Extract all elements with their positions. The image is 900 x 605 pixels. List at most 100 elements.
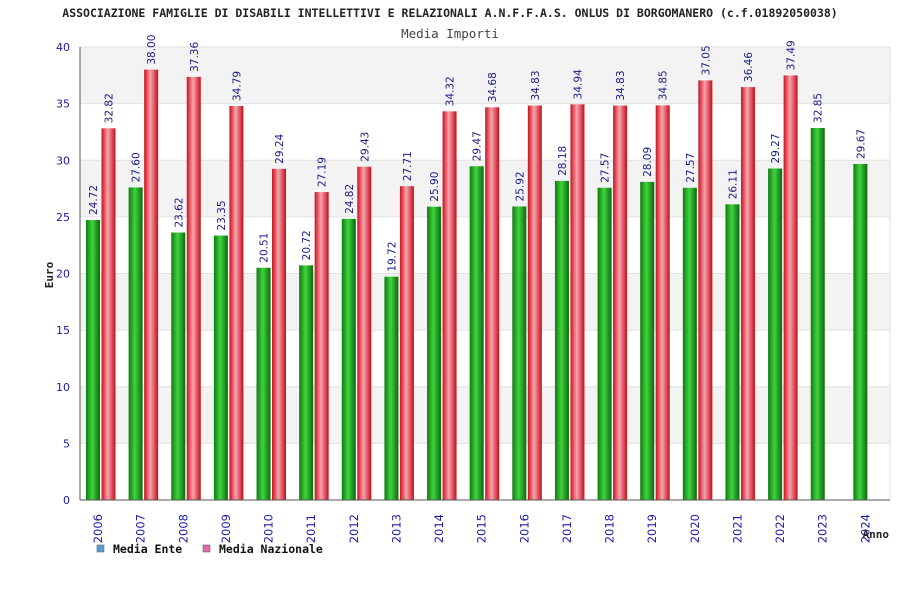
y-tick-label: 10 [56,381,70,394]
x-tick-label: 2012 [347,514,361,543]
bar-media-nazionale [101,128,116,500]
data-label: 28.18 [557,146,569,176]
data-label: 37.36 [189,42,201,72]
data-label: 34.94 [572,69,584,99]
data-label: 23.62 [173,197,185,227]
bar-media-ente [341,218,356,500]
data-label: 29.67 [855,129,867,159]
bars: 24.72 32.82 27.60 38.00 23.62 37.36 23.35 34.79… [86,35,868,501]
data-label: 20.51 [259,233,271,263]
bar-media-ente [554,180,569,500]
x-tick-label: 2011 [304,514,318,543]
bar-media-ente [213,235,228,500]
bar-media-nazionale [272,168,287,500]
legend: Media Ente Media Nazionale [96,542,323,556]
bar-media-nazionale [314,192,329,501]
data-label: 27.71 [402,151,414,181]
data-label: 32.85 [813,93,825,123]
data-label: 29.47 [472,131,484,161]
bar-media-nazionale [740,87,755,500]
legend-label: Media Nazionale [219,542,323,556]
bar-media-ente [853,163,868,500]
bar-media-nazionale [613,105,628,501]
bar-media-ente [128,187,143,500]
data-label: 34.79 [231,71,243,101]
y-tick-label: 0 [63,494,70,507]
data-label: 36.46 [743,52,755,82]
x-tick-label: 2008 [176,514,190,543]
legend-label: Media Ente [113,542,182,556]
x-tick-label: 2018 [603,514,617,543]
bar-media-nazionale [186,76,201,500]
data-label: 34.83 [615,70,627,100]
x-tick-label: 2021 [730,514,744,543]
y-tick-label: 40 [56,41,70,54]
y-tick-label: 35 [56,98,70,111]
x-tick-label: 2014 [432,514,446,543]
bar-media-nazionale [698,80,713,500]
chart-title: ASSOCIAZIONE FAMIGLIE DI DISABILI INTELL… [62,6,837,20]
bar-media-nazionale [357,166,372,500]
legend-swatch [96,544,105,553]
data-label: 28.09 [642,147,654,177]
grid-band [80,47,890,104]
data-label: 29.43 [359,132,371,162]
bar-media-nazionale [485,107,500,501]
bar-media-ente [640,181,655,501]
data-label: 29.27 [770,133,782,163]
y-tick-label: 15 [56,324,70,337]
bar-media-nazionale [570,104,585,500]
x-tick-label: 2019 [645,514,659,543]
data-label: 34.83 [530,70,542,100]
y-axis-label: Euro [43,261,56,288]
x-tick-label: 2017 [560,514,574,543]
data-label: 24.72 [88,185,100,215]
data-label: 26.11 [727,169,739,199]
x-tick-label: 2023 [816,514,830,543]
bar-media-nazionale [783,75,798,500]
x-tick-label: 2015 [475,514,489,543]
data-label: 25.92 [514,171,526,201]
data-label: 27.19 [317,157,329,187]
bar-media-ente [427,206,442,500]
bar-media-ente [597,187,612,500]
bar-media-nazionale [229,106,244,501]
bar-media-ente [256,267,271,500]
y-tick-label: 30 [56,154,70,167]
x-tick-label: 2009 [219,514,233,543]
x-tick-label: 2016 [517,514,531,543]
chart-subtitle: Media Importi [401,26,499,41]
data-label: 37.05 [700,45,712,75]
x-tick-label: 2010 [262,514,276,543]
data-label: 20.72 [301,230,313,260]
x-tick-label: 2024 [858,514,872,543]
grid-bands [80,46,891,501]
bar-media-ente [86,220,100,500]
y-tick-label: 5 [63,437,70,450]
y-tick-label: 25 [56,211,70,224]
data-label: 24.82 [344,184,356,214]
bar-media-nazionale [527,105,542,501]
legend-swatch [202,544,211,553]
x-axis: 2006 2007 2008 2009 2010 2011 2012 2013 2014 2015… [80,499,890,543]
y-axis: 0 5 10 15 20 25 30 35 40 [56,41,81,507]
x-tick-label: 2020 [688,514,702,543]
bar-media-ente [768,168,783,500]
x-tick-label: 2022 [773,514,787,543]
bar-media-nazionale [399,186,414,500]
bar-media-ente [810,127,825,500]
bar-media-ente [299,265,314,500]
bar-media-nazionale [655,105,670,500]
bar-media-ente [469,166,484,500]
bar-media-nazionale [442,111,457,501]
bar-media-ente [384,276,399,500]
data-label: 23.35 [216,200,228,230]
y-tick-label: 20 [56,268,70,281]
data-label: 27.60 [131,152,143,182]
x-tick-label: 2006 [91,514,105,543]
data-label: 38.00 [146,35,158,65]
bar-media-ente [682,187,697,500]
x-tick-label: 2013 [389,514,403,543]
